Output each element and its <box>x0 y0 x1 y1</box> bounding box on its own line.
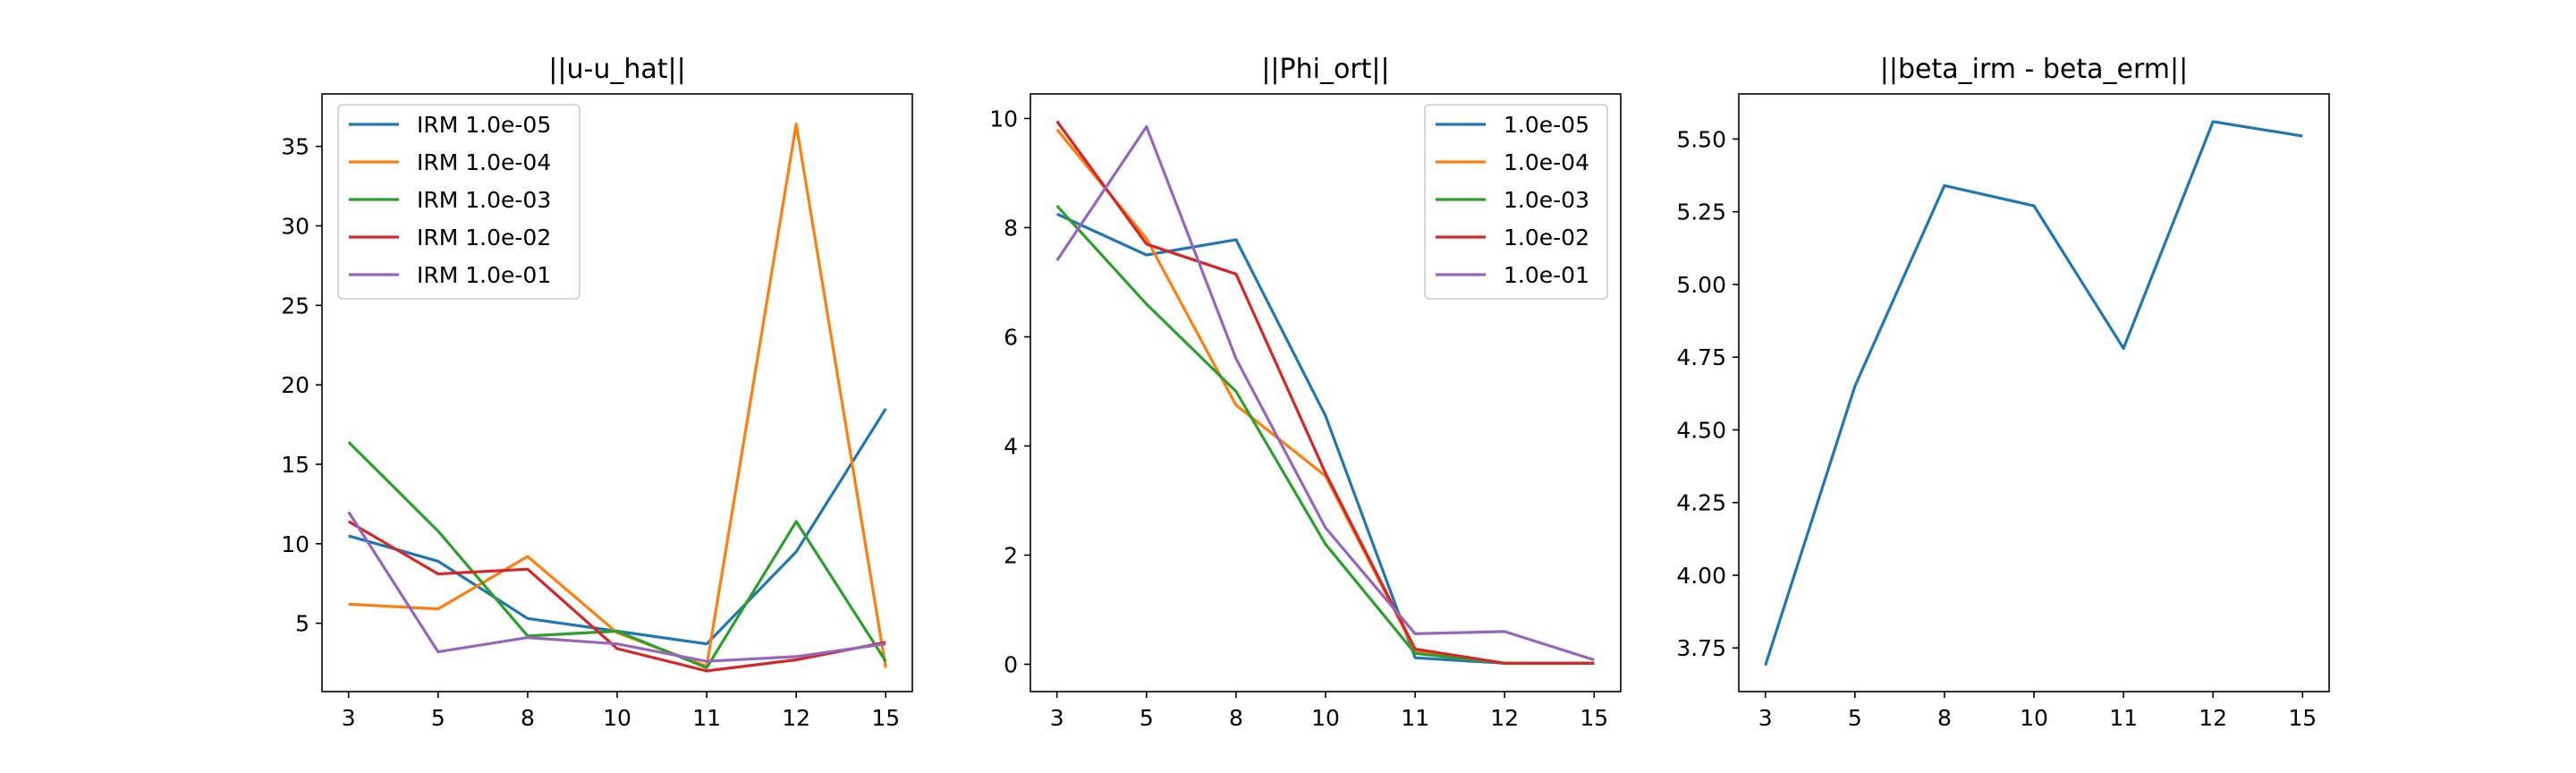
y-tick-label: 30 <box>281 213 309 239</box>
x-tick-label: 5 <box>1848 705 1862 731</box>
legend-label: IRM 1.0e-02 <box>417 225 551 251</box>
legend-label: IRM 1.0e-03 <box>417 187 551 213</box>
x-tick-label: 3 <box>342 705 356 731</box>
legend-label: 1.0e-03 <box>1504 187 1589 213</box>
series-line-4 <box>1055 120 1595 665</box>
y-tick-label: 35 <box>281 134 309 160</box>
y-tick-label: 3.75 <box>1676 635 1726 661</box>
y-tick-label: 6 <box>1004 324 1018 350</box>
legend-label: 1.0e-02 <box>1504 225 1589 251</box>
x-tick-label: 11 <box>1401 705 1429 731</box>
x-tick-label: 11 <box>2109 705 2138 731</box>
y-tick-label: 4.75 <box>1676 344 1726 370</box>
y-tick-label: 5.25 <box>1676 200 1726 225</box>
legend-label: IRM 1.0e-04 <box>417 149 551 175</box>
legend-box <box>337 104 580 300</box>
legend-box <box>1424 104 1608 300</box>
x-tick-label: 15 <box>2288 705 2317 731</box>
y-tick-label: 25 <box>281 293 309 319</box>
x-tick-label: 3 <box>1050 705 1064 731</box>
series-line-3 <box>347 440 887 670</box>
legend-label: 1.0e-01 <box>1504 262 1589 288</box>
x-tick-label: 8 <box>1229 705 1243 731</box>
y-tick-label: 2 <box>1004 542 1018 568</box>
x-tick-label: 10 <box>603 705 631 731</box>
y-tick-label: 10 <box>989 106 1018 132</box>
y-tick-label: 5 <box>295 611 309 637</box>
x-tick-label: 5 <box>431 705 445 731</box>
x-tick-label: 12 <box>782 705 810 731</box>
x-tick-label: 10 <box>1311 705 1340 731</box>
legend-label: IRM 1.0e-01 <box>417 262 551 288</box>
chart-title: ||u-u_hat|| <box>548 54 685 85</box>
y-tick-label: 4.50 <box>1676 417 1726 443</box>
x-tick-label: 12 <box>1490 705 1519 731</box>
y-tick-label: 20 <box>281 372 309 398</box>
y-tick-label: 10 <box>281 531 309 557</box>
chart-title: ||beta_irm - beta_erm|| <box>1880 54 2188 85</box>
legend: 1.0e-05 1.0e-04 1.0e-03 1.0e-02 1.0e-01 <box>1424 104 1608 300</box>
y-tick-label: 8 <box>1004 215 1018 241</box>
y-tick-label: 4.00 <box>1676 563 1726 589</box>
chart-panel-3: ||beta_irm - beta_erm|| 3 5 8 10 11 12 15 3.75 4.… <box>1676 54 2330 731</box>
series-line-1 <box>1764 120 2303 667</box>
legend-label: 1.0e-04 <box>1504 149 1589 175</box>
x-tick-label: 15 <box>871 705 900 731</box>
series-line-2 <box>348 123 887 668</box>
series-line-5 <box>347 511 886 663</box>
y-tick-label: 4.25 <box>1676 490 1726 516</box>
x-tick-label: 3 <box>1758 705 1773 731</box>
y-tick-label: 4 <box>1004 433 1018 459</box>
y-tick-label: 15 <box>281 452 309 478</box>
x-tick-label: 5 <box>1140 705 1154 731</box>
x-tick-label: 8 <box>521 705 535 731</box>
y-tick-label: 0 <box>1004 651 1018 677</box>
x-tick-label: 15 <box>1580 705 1608 731</box>
y-tick-label: 5.00 <box>1676 272 1726 298</box>
chart-title: ||Phi_ort|| <box>1261 54 1389 85</box>
x-tick-label: 8 <box>1937 705 1952 731</box>
series-line-4 <box>347 520 886 673</box>
x-tick-label: 10 <box>2020 705 2048 731</box>
legend-label: 1.0e-05 <box>1504 112 1589 138</box>
x-tick-label: 11 <box>692 705 721 731</box>
x-tick-label: 12 <box>2199 705 2227 731</box>
series-line-5 <box>1055 125 1595 662</box>
legend: IRM 1.0e-05 IRM 1.0e-04 IRM 1.0e-03 IRM 1.0… <box>337 104 580 300</box>
legend-label: IRM 1.0e-05 <box>417 112 551 138</box>
y-tick-label: 5.50 <box>1676 126 1726 152</box>
